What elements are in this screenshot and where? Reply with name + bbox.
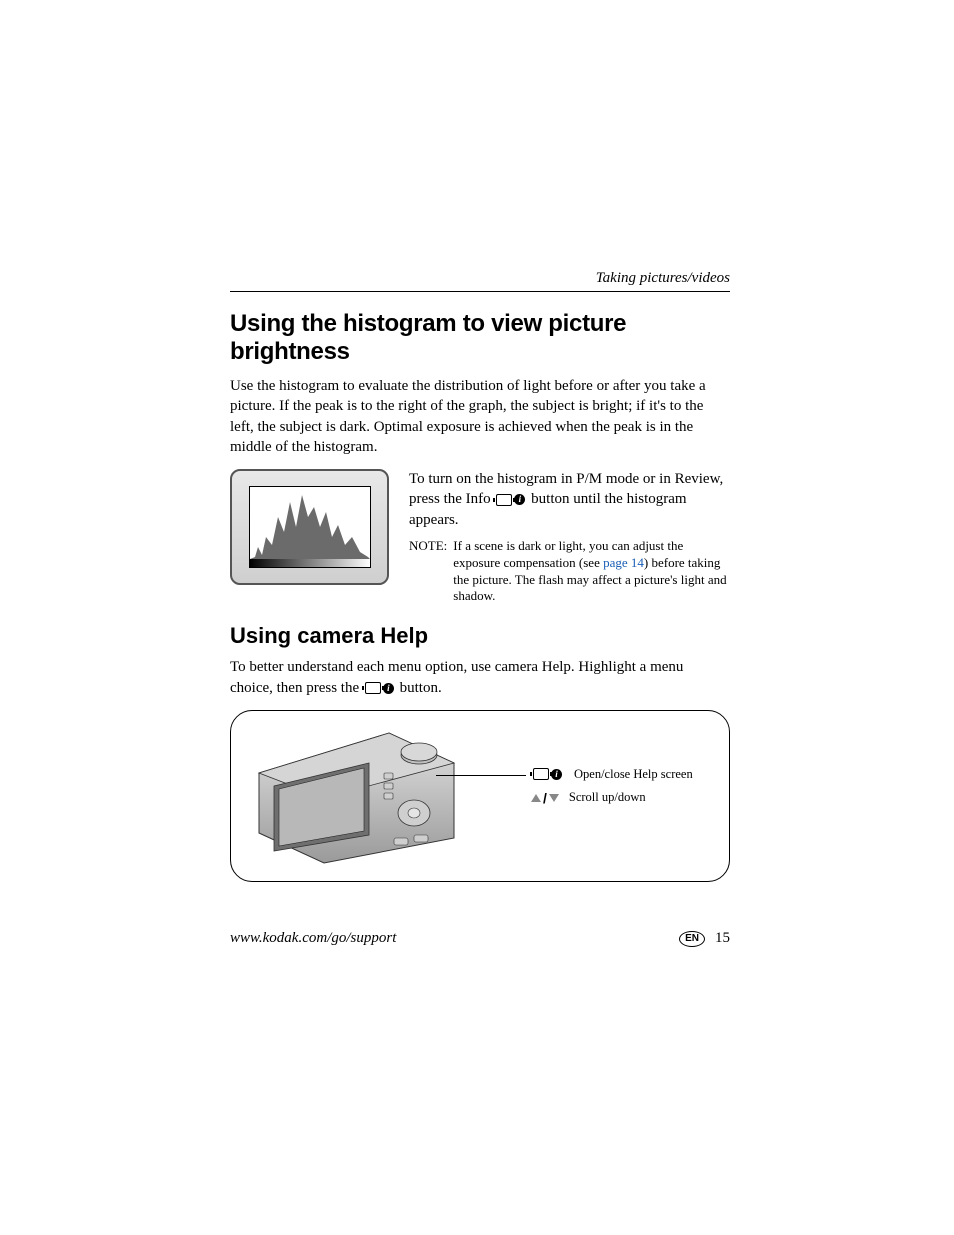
note-body: If a scene is dark or light, you can adj… (453, 538, 730, 606)
footer-url[interactable]: www.kodak.com/go/support (230, 930, 396, 947)
callout-open-close: i Open/close Help screen (531, 767, 693, 782)
lcd-screen (249, 486, 371, 568)
camera-illustration (249, 723, 459, 868)
section2-intro-post: button. (400, 680, 442, 696)
histogram-instructions: To turn on the histogram in P/M mode or … (409, 469, 730, 605)
callout-open-close-label: Open/close Help screen (574, 767, 693, 782)
up-down-arrows-icon: / (531, 790, 559, 806)
gradient-strip (250, 559, 370, 567)
running-header: Taking pictures/videos (230, 270, 730, 292)
leader-line (436, 775, 526, 776)
instruction-text: To turn on the histogram in P/M mode or … (409, 469, 730, 530)
info-icon: i (533, 768, 562, 780)
callout-scroll: / Scroll up/down (531, 790, 693, 806)
histogram-row: To turn on the histogram in P/M mode or … (230, 469, 730, 605)
lcd-frame (230, 469, 389, 585)
camera-diagram-box: i Open/close Help screen / Scroll up/dow… (230, 710, 730, 882)
info-icon: i (365, 682, 394, 694)
page-content: Taking pictures/videos Using the histogr… (230, 270, 730, 882)
section1-intro: Use the histogram to evaluate the distri… (230, 376, 730, 457)
note-label: NOTE: (409, 538, 447, 606)
section2-intro: To better understand each menu option, u… (230, 657, 730, 698)
language-badge: EN (679, 931, 705, 947)
histogram-figure (230, 469, 389, 585)
note-block: NOTE: If a scene is dark or light, you c… (409, 538, 730, 606)
page-number: 15 (715, 930, 730, 947)
section2-title: Using camera Help (230, 623, 730, 649)
section2-intro-pre: To better understand each menu option, u… (230, 659, 683, 695)
page-link[interactable]: page 14 (603, 555, 644, 570)
footer-right: EN 15 (679, 930, 730, 947)
info-icon: i (496, 494, 525, 506)
histogram-curve (250, 487, 370, 559)
section1-title: Using the histogram to view picture brig… (230, 310, 730, 366)
callout-scroll-label: Scroll up/down (569, 790, 646, 805)
page-footer: www.kodak.com/go/support EN 15 (230, 930, 730, 947)
callout-list: i Open/close Help screen / Scroll up/dow… (531, 767, 693, 814)
